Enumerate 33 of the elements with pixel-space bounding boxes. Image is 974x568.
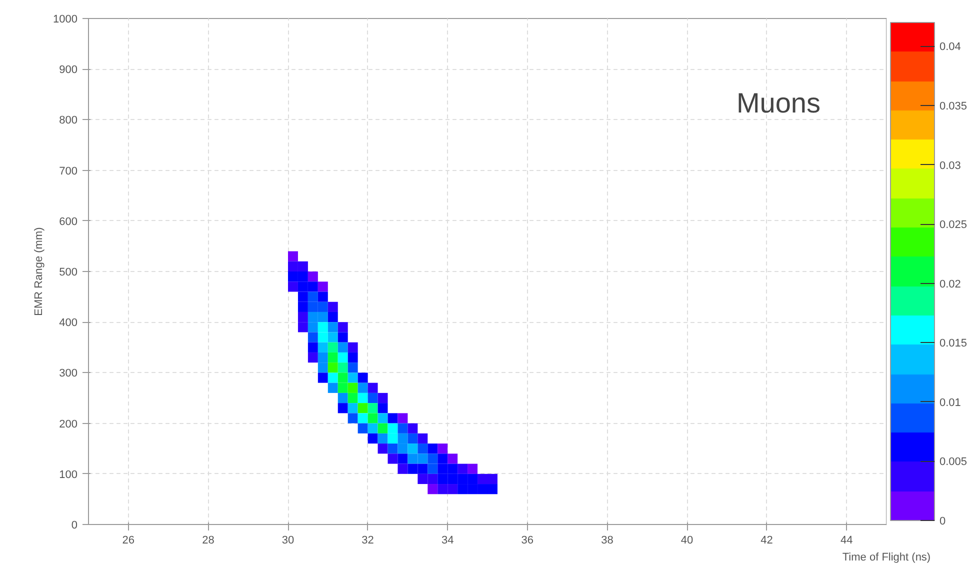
color-bar-label: 0.025: [940, 219, 968, 232]
x-tick-label: 30: [282, 534, 294, 546]
x-tick-label: 42: [760, 534, 773, 546]
annotation: Muons: [736, 88, 821, 118]
y-tick-label: 800: [59, 114, 78, 127]
y-tick-label: 700: [59, 165, 78, 178]
y-tick-label: 100: [59, 468, 78, 481]
x-axis-title: Time of Flight (ns): [842, 552, 931, 564]
y-tick-label: 0: [71, 520, 78, 532]
color-bar-label: 0.01: [940, 396, 961, 409]
color-bar-label: 0.04: [940, 41, 961, 54]
x-tick-label: 40: [680, 534, 694, 546]
color-bar-label: 0.035: [940, 100, 968, 112]
color-bar-label: 0.02: [940, 278, 961, 290]
y-tick-label: 200: [59, 418, 78, 430]
y-tick-label: 500: [59, 266, 78, 278]
color-bar-label: 0.005: [940, 456, 968, 468]
y-tick-label: 1000: [53, 14, 78, 26]
x-tick-label: 44: [840, 534, 853, 546]
x-tick-label: 36: [521, 534, 534, 546]
x-tick-label: 26: [122, 534, 135, 546]
x-tick-label: 28: [202, 534, 214, 546]
x-tick-label: 34: [441, 534, 454, 546]
y-tick-label: 400: [59, 317, 78, 330]
color-bar-label: 0: [940, 516, 946, 528]
y-axis-title: EMR Range (mm): [33, 227, 46, 316]
color-bar-label: 0.03: [940, 160, 961, 172]
y-tick-label: 600: [59, 216, 78, 228]
y-tick-label: 300: [59, 368, 78, 380]
x-tick-label: 38: [601, 534, 614, 546]
color-bar-label: 0.015: [940, 338, 968, 350]
y-tick-label: 900: [59, 64, 78, 76]
x-tick-label: 32: [362, 534, 374, 546]
